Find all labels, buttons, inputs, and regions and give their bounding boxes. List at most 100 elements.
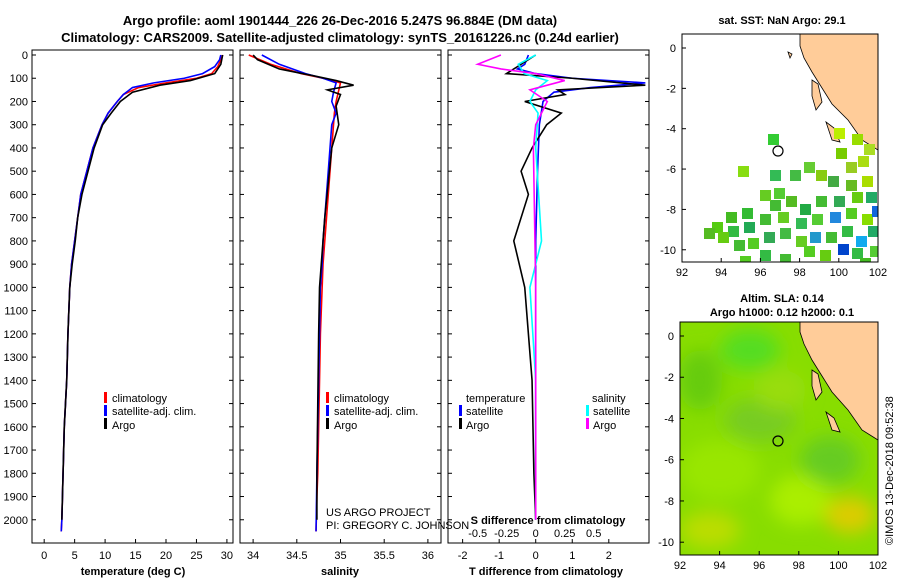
- diff-legend-t-satellite: satellite: [466, 406, 503, 418]
- figure-title-line2: Climatology: CARS2009. Satellite-adjuste…: [61, 30, 619, 45]
- temp-xtick-0: 0: [41, 550, 47, 562]
- sla-island-1: [811, 369, 823, 401]
- diff-legend-t-argo: Argo: [466, 420, 489, 432]
- sal-xtick-35.5: 35.5: [373, 550, 394, 562]
- sst-map: 92 94 96 98 100 102 0 -2 -4 -6 -8 -10: [660, 33, 887, 279]
- sal-xtick-36: 36: [422, 550, 434, 562]
- diff-xtick-2: 2: [606, 550, 612, 562]
- depth-tick-0: 0: [22, 50, 28, 62]
- sst-pixel: [768, 134, 779, 145]
- lat-tick-0: 0: [670, 43, 676, 55]
- profile-line-0-climatology: [60, 54, 224, 532]
- diff-swatch-t-satellite: [459, 405, 462, 416]
- temperature-panel-frame: [31, 49, 234, 544]
- sst-pixel: [790, 170, 801, 181]
- sal-legend-argo: Argo: [334, 420, 357, 432]
- difference-x-label: T difference from climatology: [469, 566, 624, 578]
- depth-tick-500: 500: [10, 166, 28, 178]
- sst-pixel: [816, 170, 827, 181]
- sla-sumatra-land: [799, 322, 878, 441]
- diff-stick-0.5: 0.5: [586, 528, 601, 540]
- difference-panel-frame: [447, 49, 650, 544]
- sst-pixel: [830, 212, 841, 223]
- profile-line-0-argo: [61, 54, 224, 520]
- depth-tick-700: 700: [10, 213, 28, 225]
- sst-pixel: [852, 134, 863, 145]
- sal-xtick-35: 35: [334, 550, 346, 562]
- depth-tick-1400: 1400: [4, 375, 28, 387]
- sst-island-1: [811, 79, 823, 111]
- profile-line-0-satellite-adj-clim-: [60, 54, 222, 532]
- sst-pixel: [862, 214, 873, 225]
- diff-xtick--2: -2: [458, 550, 468, 562]
- sst-pixel: [834, 128, 845, 139]
- sst-pixel: [704, 228, 715, 239]
- temp-legend-argo: Argo: [112, 420, 135, 432]
- depth-tick-1200: 1200: [4, 329, 28, 341]
- lon-tick-98: 98: [793, 560, 805, 572]
- salinity-legend: climatology satellite-adj. clim. Argo: [326, 392, 418, 432]
- diff-stick-0: 0: [533, 528, 539, 540]
- lon-tick-98: 98: [793, 267, 805, 279]
- lon-tick-102: 102: [869, 267, 887, 279]
- sst-map-ticks: 92 94 96 98 100 102 0 -2 -4 -6 -8 -10: [660, 43, 887, 279]
- sst-pixel: [800, 204, 811, 215]
- temperature-x-ticks: 0 5 10 15 20 25 30: [41, 539, 233, 562]
- sst-map-frame: [681, 33, 879, 263]
- sst-pixel: [734, 240, 745, 251]
- lat-tick--2: -2: [666, 83, 676, 95]
- diff-stick-0.25: 0.25: [554, 528, 575, 540]
- sst-pixel: [852, 248, 863, 259]
- lon-tick-94: 94: [715, 267, 727, 279]
- lat-tick--10: -10: [658, 537, 674, 549]
- lon-tick-92: 92: [674, 560, 686, 572]
- sst-pixel: [852, 192, 863, 203]
- temp-legend-climatology: climatology: [112, 393, 168, 405]
- lon-tick-94: 94: [713, 560, 725, 572]
- sla-map: 92 94 96 98 100 102 0 -2 -4 -6 -8 -10: [658, 321, 887, 572]
- sla-field-patches: [680, 330, 875, 548]
- sst-pixel: [860, 258, 871, 262]
- sst-pixel: [796, 218, 807, 229]
- temp-legend-satellite: satellite-adj. clim.: [112, 406, 196, 418]
- difference-x-ticks: -2 -1 0 1 2: [458, 539, 612, 562]
- profile-lines: [60, 54, 646, 532]
- diff-legend-salinity-header: salinity: [592, 393, 626, 405]
- sst-pixel: [780, 254, 791, 262]
- lon-tick-96: 96: [753, 560, 765, 572]
- sst-pixel: [774, 188, 785, 199]
- depth-tick-1600: 1600: [4, 422, 28, 434]
- sst-data-pixels: [704, 128, 878, 262]
- credit-pi: PI: GREGORY C. JOHNSON: [326, 520, 469, 532]
- sst-pixel: [760, 190, 771, 201]
- temperature-legend: climatology satellite-adj. clim. Argo: [104, 392, 196, 432]
- sla-map-frame: [679, 321, 879, 556]
- sst-pixel: [846, 208, 857, 219]
- sst-pixel: [804, 162, 815, 173]
- depth-tick-400: 400: [10, 143, 28, 155]
- sla-map-title-2: Argo h1000: 0.12 h2000: 0.1: [710, 307, 854, 319]
- sst-pixel: [842, 226, 853, 237]
- temp-xtick-30: 30: [221, 550, 233, 562]
- depth-tick-100: 100: [10, 73, 28, 85]
- sst-pixel: [812, 214, 823, 225]
- sst-float-marker: [772, 145, 784, 157]
- sst-pixel: [742, 208, 753, 219]
- sla-island-2: [825, 410, 841, 433]
- profile-line-2-temperature-argo: [503, 54, 646, 520]
- sst-pixel: [770, 170, 781, 181]
- sst-pixel: [718, 232, 729, 243]
- sst-pixel: [846, 162, 857, 173]
- depth-axis-labels: 0 100 200 300 400 500 600 700 800 900 1000 1100 1200…: [4, 50, 28, 527]
- sst-pixel: [866, 192, 877, 203]
- sst-pixel: [760, 214, 771, 225]
- legend-swatch-argo: [104, 418, 107, 429]
- sla-map-ticks: 92 94 96 98 100 102 0 -2 -4 -6 -8 -10: [658, 331, 887, 572]
- lat-tick-0: 0: [668, 331, 674, 343]
- sst-pixel: [836, 148, 847, 159]
- sst-pixel: [862, 176, 873, 187]
- sst-pixel: [820, 250, 831, 261]
- temp-xtick-15: 15: [129, 550, 141, 562]
- sst-pixel: [872, 206, 878, 217]
